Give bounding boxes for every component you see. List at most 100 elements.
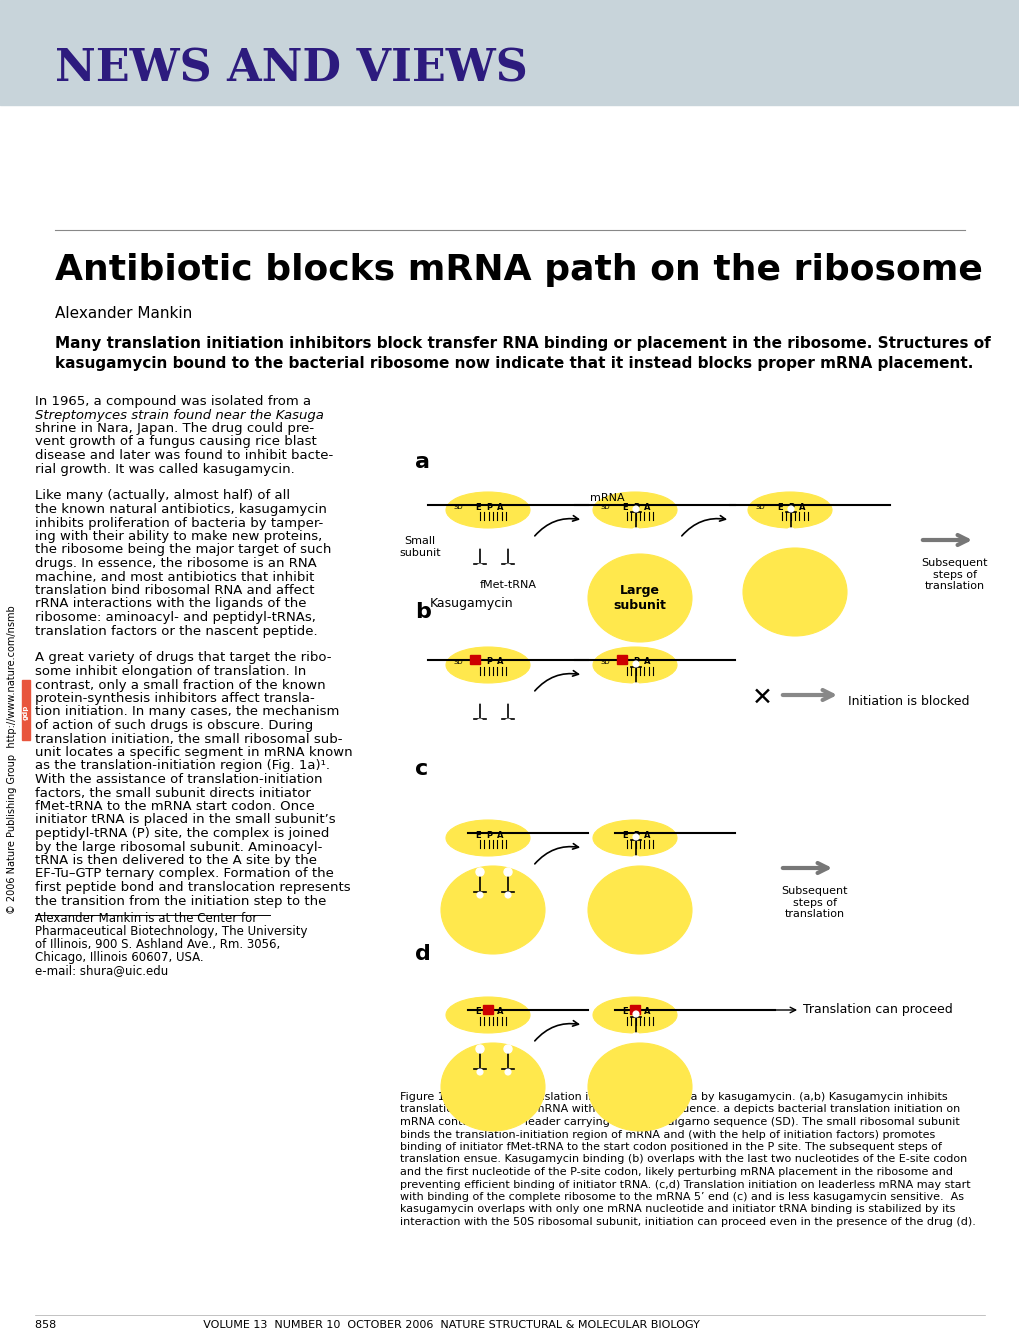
Bar	[483, 1005, 492, 1013]
Circle shape	[476, 868, 484, 876]
Text: Pharmaceutical Biotechnology, The University: Pharmaceutical Biotechnology, The Univer…	[35, 925, 307, 938]
Text: translation bind ribosomal RNA and affect: translation bind ribosomal RNA and affec…	[35, 585, 314, 597]
Circle shape	[477, 719, 483, 724]
Circle shape	[787, 528, 794, 536]
Text: mRNA: mRNA	[589, 493, 624, 503]
Text: and the first nucleotide of the P-site codon, likely perturbing mRNA placement i: and the first nucleotide of the P-site c…	[399, 1167, 952, 1177]
Text: With the assistance of translation-initiation: With the assistance of translation-initi…	[35, 773, 322, 786]
Text: P: P	[633, 831, 639, 840]
Text: Translation can proceed: Translation can proceed	[802, 1004, 952, 1016]
Text: Kasugamycin: Kasugamycin	[430, 597, 514, 610]
Circle shape	[503, 540, 512, 548]
Ellipse shape	[440, 1043, 544, 1132]
Text: E: E	[475, 831, 480, 840]
Text: translation initiation on mRNA with a 5’ leader sequence. a depicts bacterial tr: translation initiation on mRNA with a 5’…	[399, 1105, 959, 1114]
Text: Subsequent
steps of
translation: Subsequent steps of translation	[781, 886, 848, 919]
Ellipse shape	[445, 492, 530, 528]
Text: ✕: ✕	[751, 685, 771, 710]
Circle shape	[503, 868, 512, 876]
Text: P: P	[633, 657, 639, 667]
Text: P: P	[633, 1008, 639, 1016]
Text: rial growth. It was called kasugamycin.: rial growth. It was called kasugamycin.	[35, 462, 294, 476]
Text: drugs. In essence, the ribosome is an RNA: drugs. In essence, the ribosome is an RN…	[35, 556, 317, 570]
Text: ing with their ability to make new proteins,: ing with their ability to make new prote…	[35, 530, 322, 543]
Circle shape	[633, 505, 638, 512]
Text: SD: SD	[754, 504, 764, 509]
Text: a: a	[415, 452, 430, 472]
Text: E: E	[622, 1008, 628, 1016]
Text: contrast, only a small fraction of the known: contrast, only a small fraction of the k…	[35, 679, 325, 692]
Text: ribosome: aminoacyl- and peptidyl-tRNAs,: ribosome: aminoacyl- and peptidyl-tRNAs,	[35, 612, 316, 624]
Text: A great variety of drugs that target the ribo-: A great variety of drugs that target the…	[35, 652, 331, 664]
Text: tion initiation. In many cases, the mechanism: tion initiation. In many cases, the mech…	[35, 706, 339, 719]
Ellipse shape	[592, 646, 677, 683]
Text: E: E	[475, 503, 480, 512]
Text: fMet-tRNA to the mRNA start codon. Once: fMet-tRNA to the mRNA start codon. Once	[35, 800, 315, 813]
Text: vent growth of a fungus causing rice blast: vent growth of a fungus causing rice bla…	[35, 435, 317, 449]
Circle shape	[788, 505, 793, 512]
Text: b: b	[415, 602, 430, 622]
Text: the known natural antibiotics, kasugamycin: the known natural antibiotics, kasugamyc…	[35, 503, 326, 516]
Circle shape	[504, 564, 511, 570]
Ellipse shape	[445, 820, 530, 856]
Ellipse shape	[440, 866, 544, 954]
Text: Streptomyces strain found near the Kasuga: Streptomyces strain found near the Kasug…	[35, 409, 324, 422]
Circle shape	[477, 892, 483, 898]
Text: preventing efficient binding of initiator tRNA. (c,d) Translation initiation on : preventing efficient binding of initiato…	[399, 1180, 970, 1189]
Text: A: A	[496, 1008, 502, 1016]
Text: of action of such drugs is obscure. During: of action of such drugs is obscure. Duri…	[35, 719, 313, 732]
Bar	[470, 655, 480, 664]
Circle shape	[633, 661, 638, 667]
Text: Small
subunit: Small subunit	[398, 536, 440, 558]
Text: rRNA interactions with the ligands of the: rRNA interactions with the ligands of th…	[35, 598, 306, 610]
Text: A: A	[496, 503, 502, 512]
Ellipse shape	[592, 997, 677, 1034]
Text: A: A	[496, 831, 502, 840]
Text: the ribosome being the major target of such: the ribosome being the major target of s…	[35, 543, 331, 556]
Text: shrine in Nara, Japan. The drug could pre-: shrine in Nara, Japan. The drug could pr…	[35, 422, 314, 435]
Circle shape	[633, 835, 638, 840]
Text: E: E	[622, 503, 628, 512]
Text: P: P	[787, 503, 793, 512]
Text: e-mail: shura@uic.edu: e-mail: shura@uic.edu	[35, 964, 168, 977]
Text: NEWS AND VIEWS: NEWS AND VIEWS	[55, 48, 527, 91]
Text: E: E	[475, 657, 480, 667]
Circle shape	[476, 1046, 484, 1052]
Circle shape	[632, 856, 639, 864]
Ellipse shape	[747, 492, 832, 528]
Text: A: A	[643, 503, 650, 512]
Circle shape	[503, 695, 512, 703]
Text: tRNA is then delivered to the A site by the: tRNA is then delivered to the A site by …	[35, 853, 317, 867]
Ellipse shape	[587, 1043, 691, 1132]
Circle shape	[476, 540, 484, 548]
Text: A: A	[643, 831, 650, 840]
Text: E: E	[622, 831, 628, 840]
Ellipse shape	[445, 997, 530, 1034]
Text: first peptide bond and translocation represents: first peptide bond and translocation rep…	[35, 882, 351, 894]
Text: Initiation is blocked: Initiation is blocked	[847, 695, 968, 708]
Text: Antibiotic blocks mRNA path on the ribosome: Antibiotic blocks mRNA path on the ribos…	[55, 253, 982, 288]
Text: E: E	[475, 1008, 480, 1016]
Circle shape	[504, 892, 511, 898]
Text: P: P	[485, 1008, 491, 1016]
Text: d: d	[415, 943, 430, 964]
Text: Subsequent
steps of
translation: Subsequent steps of translation	[921, 558, 987, 591]
Text: Many translation initiation inhibitors block transfer RNA binding or placement i: Many translation initiation inhibitors b…	[55, 336, 989, 351]
Circle shape	[503, 1046, 512, 1052]
Text: as the translation-initiation region (Fig. 1a)¹.: as the translation-initiation region (Fi…	[35, 759, 330, 773]
Text: kasugamycin bound to the bacterial ribosome now indicate that it instead blocks : kasugamycin bound to the bacterial ribos…	[55, 356, 972, 371]
Circle shape	[477, 1068, 483, 1075]
Ellipse shape	[587, 554, 691, 642]
Ellipse shape	[587, 866, 691, 954]
Circle shape	[504, 719, 511, 724]
Circle shape	[504, 1068, 511, 1075]
Text: with binding of the complete ribosome to the mRNA 5’ end (c) and is less kasugam: with binding of the complete ribosome to…	[399, 1192, 963, 1202]
Text: translation ensue. Kasugamycin binding (b) overlaps with the last two nucleotide: translation ensue. Kasugamycin binding (…	[399, 1154, 966, 1164]
Text: factors, the small subunit directs initiator: factors, the small subunit directs initi…	[35, 786, 311, 800]
Text: P: P	[633, 503, 639, 512]
Text: binds the translation-initiation region of mRNA and (with the help of initiation: binds the translation-initiation region …	[399, 1129, 934, 1140]
Text: SD: SD	[452, 659, 463, 665]
Text: unit locates a specific segment in mRNA known: unit locates a specific segment in mRNA …	[35, 746, 353, 759]
Text: SD: SD	[599, 659, 609, 665]
Ellipse shape	[592, 492, 677, 528]
